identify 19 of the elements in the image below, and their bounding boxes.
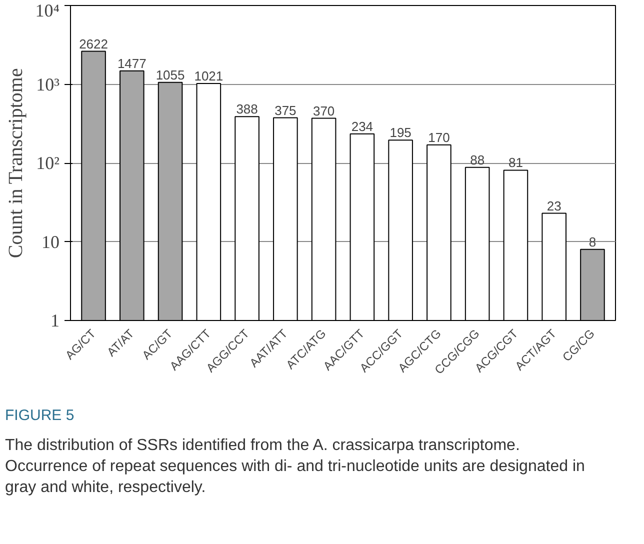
data-label: 170: [428, 130, 450, 145]
y-tick-label: 10⁴: [35, 0, 60, 20]
y-tick-label: 10: [42, 232, 60, 252]
data-label: 370: [312, 103, 335, 118]
data-label: 234: [351, 118, 374, 134]
data-label: 1055: [156, 67, 185, 82]
y-tick-label: 10³: [36, 74, 60, 94]
data-label: 1477: [117, 56, 146, 71]
caption: FIGURE 5: [5, 406, 74, 426]
data-label: 195: [390, 125, 412, 140]
y-axis-title: Count in Transcriptome: [5, 68, 28, 258]
data-label: 388: [236, 102, 258, 117]
data-label: 23: [546, 198, 562, 214]
data-label: 375: [274, 102, 296, 118]
y-tick-label: 1: [50, 310, 60, 330]
y-tick-label: 10²: [36, 153, 60, 173]
data-label: 2622: [79, 36, 108, 52]
text: The distribution of SSRs identified from the A. crassicarpa transcriptome. Occurrence of repeat sequences with di- and tri-nucleotide units are designated in gray and white, respectively.: [5, 436, 586, 498]
data-label: 1021: [194, 68, 224, 84]
